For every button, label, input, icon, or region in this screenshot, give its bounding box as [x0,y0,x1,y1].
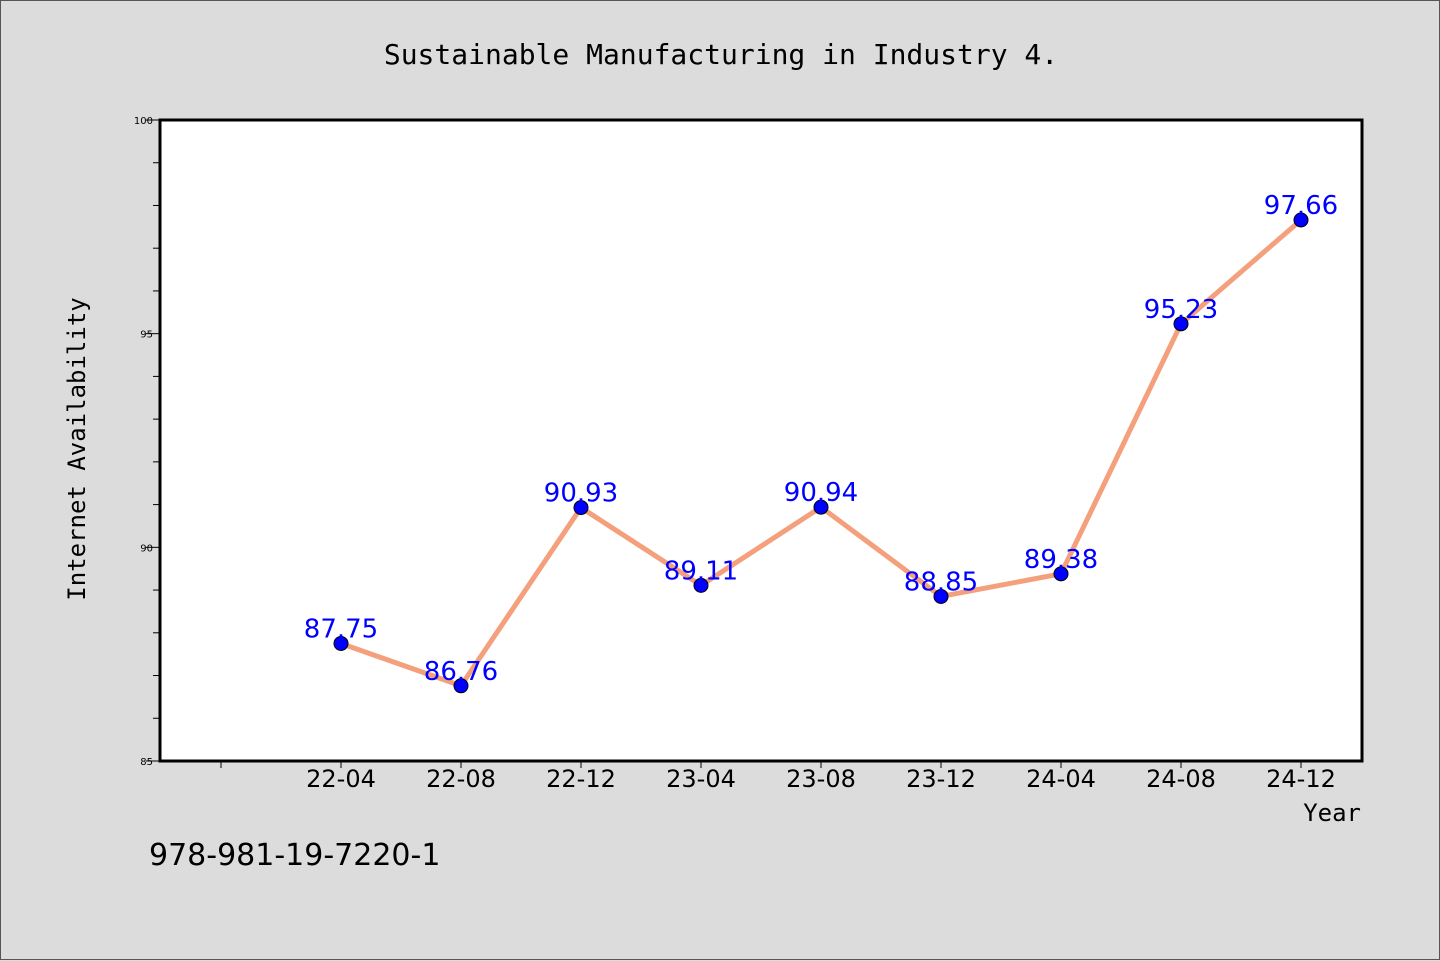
y-tick-label: 100 [134,116,153,127]
data-labels: 87.75 86.76 90.93 89.11 90.94 88.85 89.38 95.23… [304,191,1338,687]
plot-area [158,118,1364,763]
y-tick-label: 90 [140,543,153,554]
data-label: 95.23 [1144,295,1218,325]
data-label: 89.38 [1024,545,1098,575]
data-point [1053,566,1069,582]
isbn-footer: 978-981-19-7220-1 [149,838,440,873]
y-tick-label: 85 [140,757,153,768]
x-tick-label: 22-04 [306,765,376,793]
x-tick-label: 24-04 [1026,765,1096,793]
y-axis: 85 90 95 100 [134,116,160,768]
y-axis-label: Internet Availability [63,297,91,600]
data-label: 90.94 [784,478,858,508]
data-point [573,500,589,516]
data-label: 90.93 [544,479,618,509]
x-axis: 22-04 22-08 22-12 23-04 23-08 23-12 24-04 24-08… [220,761,1336,793]
data-label: 97.66 [1264,191,1338,221]
data-point [813,499,829,515]
data-label: 88.85 [904,567,978,597]
data-label: 89.11 [664,556,738,586]
x-tick-label: 24-08 [1146,765,1216,793]
series-layer [333,212,1309,694]
x-tick-label: 23-04 [666,765,736,793]
data-point [1173,316,1189,332]
data-point [453,678,469,694]
data-label: 87.75 [304,614,378,644]
x-axis-label: Year [1303,799,1361,827]
x-tick-label: 22-08 [426,765,496,793]
x-tick-label: 23-12 [906,765,976,793]
x-tick-label: 23-08 [786,765,856,793]
data-point [333,635,349,651]
x-tick-label: 22-12 [546,765,616,793]
data-point [693,577,709,593]
chart-title: Sustainable Manufacturing in Industry 4. [384,38,1058,71]
data-point [1293,212,1309,228]
data-point [933,588,949,604]
y-tick-label: 95 [140,330,153,341]
data-label: 86.76 [424,657,498,687]
x-tick-label: 24-12 [1266,765,1336,793]
